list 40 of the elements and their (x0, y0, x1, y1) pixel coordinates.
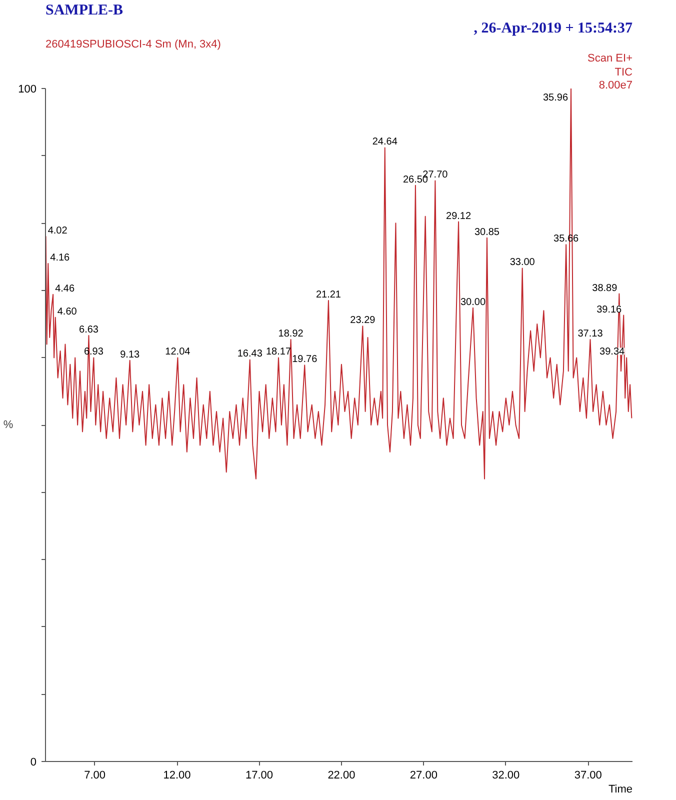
annotation: 35.96 (542, 92, 568, 104)
annotation: 9.13 (120, 349, 140, 360)
annotation: 18.92 (278, 328, 304, 340)
x-tick-label: 27.00 (410, 770, 438, 782)
x-tick-label: 17.00 (245, 770, 274, 782)
line-series (46, 88, 632, 480)
x-tick-label: 7.00 (84, 770, 106, 782)
x-tick-label: 32.00 (492, 770, 520, 782)
annotation: 4.46 (55, 283, 75, 294)
annotation: 8.00e7 (598, 80, 633, 92)
annotation: 4.02 (48, 226, 68, 237)
y-tick-label: 0 (30, 756, 37, 768)
annotation: 19.76 (292, 354, 318, 366)
x-tick-label: 37.00 (574, 770, 602, 782)
y-axis-title: % (3, 419, 14, 431)
annotation: 12.04 (165, 346, 191, 358)
annotation: 37.13 (578, 328, 604, 340)
annotation: 16.43 (237, 348, 263, 360)
text: TIC (614, 66, 633, 78)
chart-subtitle: 260419SPUBIOSCI-4 Sm (Mn, 3x4) (46, 38, 221, 50)
annotation: 30.00 (460, 296, 486, 308)
annotation: 29.12 (446, 210, 472, 222)
annotation: 6.63 (79, 324, 99, 336)
text: , 26-Apr-2019 + 15:54:37 (474, 20, 633, 36)
text: Scan EI+ (588, 52, 633, 64)
annotation: 39.34 (600, 346, 626, 358)
annotation: 21.21 (316, 289, 342, 300)
chart-title: SAMPLE-B (46, 2, 124, 18)
annotation: 4.60 (57, 306, 78, 318)
annotation: 23.29 (350, 315, 376, 326)
x-tick-label: 12.00 (163, 770, 191, 782)
annotation: 38.89 (592, 282, 618, 294)
y-tick-label: 100 (18, 84, 37, 96)
annotation: 30.85 (474, 226, 500, 238)
annotation: 33.00 (510, 257, 536, 268)
x-axis-title: Time (608, 784, 633, 796)
annotation: 39.16 (596, 304, 622, 316)
annotation: 4.16 (50, 252, 70, 264)
x-tick-label: 22.00 (328, 770, 356, 782)
annotation: 24.64 (372, 136, 398, 148)
